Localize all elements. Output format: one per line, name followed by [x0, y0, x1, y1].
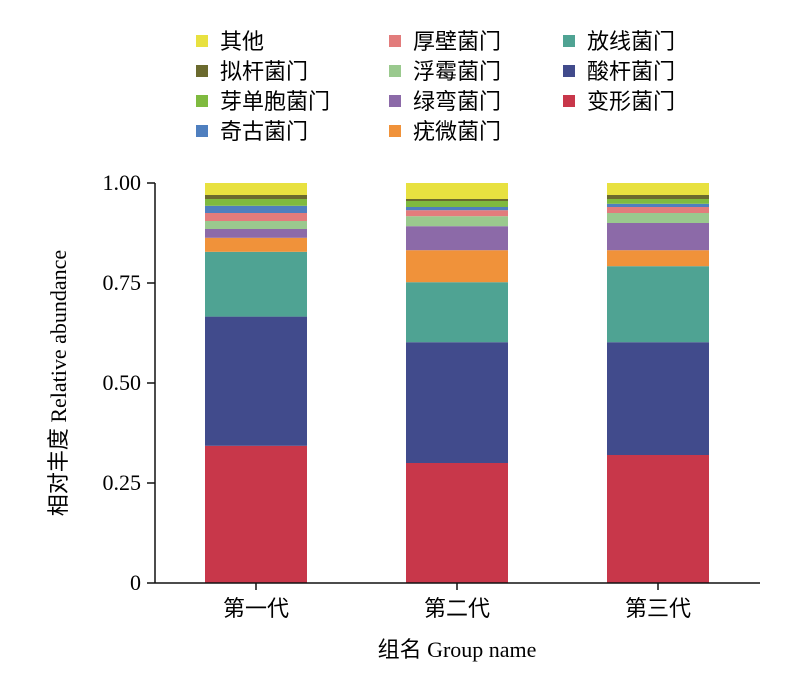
legend-item: 拟杆菌门 [196, 60, 308, 85]
legend-label: 奇古菌门 [220, 120, 308, 145]
bar-stack [607, 183, 709, 583]
y-ticks: 0 0.25 0.50 0.75 1.00 [103, 170, 155, 595]
x-category-labels: 第一代 第二代 第三代 [223, 583, 691, 622]
bar-segment [406, 250, 508, 283]
bar-segment [406, 183, 508, 199]
bar-segment [607, 250, 709, 267]
bar-stack [406, 183, 508, 583]
legend-item: 放线菌门 [563, 30, 675, 55]
bar-segment [205, 445, 307, 583]
bar-segment [607, 266, 709, 343]
y-tick-label: 0.75 [103, 270, 142, 295]
bar-segment [205, 316, 307, 446]
legend-swatch [563, 65, 575, 77]
legend-swatch [389, 125, 401, 137]
bar-segment [205, 183, 307, 195]
bar-segment [406, 207, 508, 211]
y-tick-label: 0.25 [103, 470, 142, 495]
legend-item: 厚壁菌门 [389, 30, 501, 55]
bar-stack [205, 183, 307, 583]
bar-segment [607, 207, 709, 213]
legend-swatch [196, 35, 208, 47]
bar-segment [406, 226, 508, 251]
legend-label: 拟杆菌门 [220, 60, 308, 85]
y-axis-title: 相对丰度 Relative abundance [46, 250, 71, 516]
legend-swatch [389, 35, 401, 47]
legend-swatch [196, 65, 208, 77]
y-tick-label: 0 [130, 570, 141, 595]
legend-label: 厚壁菌门 [413, 30, 501, 55]
y-tick-label: 0.50 [103, 370, 142, 395]
legend-swatch [563, 95, 575, 107]
bar-segment [205, 213, 307, 221]
bar-segment [406, 201, 508, 207]
bar-segment [607, 183, 709, 195]
bar-segment [406, 282, 508, 343]
legend-label: 芽单胞菌门 [220, 90, 330, 115]
bar-stacks [205, 183, 709, 583]
legend-swatch [389, 65, 401, 77]
legend-item: 疣微菌门 [389, 120, 501, 145]
legend-item: 其他 [196, 30, 264, 55]
legend-swatch [389, 95, 401, 107]
legend-swatch [563, 35, 575, 47]
legend-label: 其他 [220, 30, 264, 55]
x-category-label: 第二代 [424, 597, 490, 622]
bar-segment [205, 229, 307, 238]
bar-segment [607, 203, 709, 207]
x-category-label: 第一代 [223, 597, 289, 622]
legend-label: 绿弯菌门 [413, 90, 501, 115]
legend-label: 浮霉菌门 [413, 60, 501, 85]
bar-segment [205, 205, 307, 213]
legend-item: 奇古菌门 [196, 120, 308, 145]
legend-item: 芽单胞菌门 [196, 90, 330, 115]
y-tick-label: 1.00 [103, 170, 142, 195]
x-axis-title: 组名 Group name [378, 637, 537, 662]
legend-label: 疣微菌门 [413, 120, 501, 145]
legend-label: 酸杆菌门 [587, 60, 675, 85]
bar-segment [406, 216, 508, 227]
axes: 0 0.25 0.50 0.75 1.00 第一代 第二代 第三代 [103, 170, 760, 622]
legend-item: 绿弯菌门 [389, 90, 501, 115]
legend-swatch [196, 125, 208, 137]
bar-segment [607, 223, 709, 251]
bar-segment [607, 342, 709, 455]
bar-segment [607, 213, 709, 223]
bar-segment [406, 342, 508, 463]
bar-segment [607, 195, 709, 199]
bar-segment [406, 210, 508, 217]
legend-item: 酸杆菌门 [563, 60, 675, 85]
bar-segment [205, 237, 307, 252]
bar-segment [607, 199, 709, 204]
bar-segment [205, 221, 307, 229]
legend-label: 变形菌门 [587, 90, 675, 115]
bar-segment [406, 463, 508, 583]
bar-segment [205, 199, 307, 206]
legend-swatch [196, 95, 208, 107]
legend-item: 浮霉菌门 [389, 60, 501, 85]
bar-segment [607, 455, 709, 583]
legend-item: 变形菌门 [563, 90, 675, 115]
x-category-label: 第三代 [625, 597, 691, 622]
legend-label: 放线菌门 [587, 30, 675, 55]
bar-segment [406, 199, 508, 201]
bar-segment [205, 251, 307, 317]
bar-segment [205, 195, 307, 199]
